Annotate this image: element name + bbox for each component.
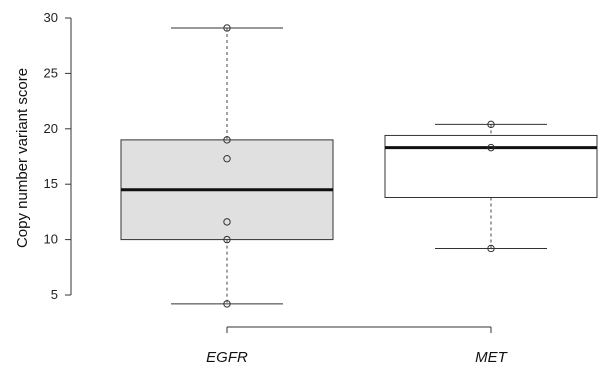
- data-point: [223, 155, 231, 163]
- boxes: [120, 24, 598, 308]
- data-point: [223, 24, 231, 32]
- y-tick-label: 5: [51, 287, 58, 302]
- data-point: [223, 218, 231, 226]
- y-tick-label: 20: [44, 121, 58, 136]
- x-tick-label: MET: [475, 349, 509, 366]
- box-met: [384, 120, 598, 253]
- y-axis-title: Copy number variant score: [14, 68, 31, 248]
- y-tick-label: 15: [44, 176, 58, 191]
- data-point: [487, 120, 495, 129]
- y-tick-label: 30: [44, 10, 58, 25]
- data-point: [487, 244, 495, 253]
- iqr-box: [384, 134, 598, 198]
- data-point: [223, 300, 231, 308]
- data-point: [223, 235, 231, 244]
- y-tick-label: 10: [44, 232, 58, 247]
- y-axis: 5 10 15 20 25 30: [44, 10, 72, 302]
- data-point: [487, 143, 495, 152]
- x-tick-label: EGFR: [206, 349, 248, 366]
- y-tick-label: 25: [44, 65, 58, 80]
- data-point: [223, 136, 231, 144]
- box-egfr: [120, 24, 334, 308]
- x-axis: EGFR MET: [206, 326, 509, 366]
